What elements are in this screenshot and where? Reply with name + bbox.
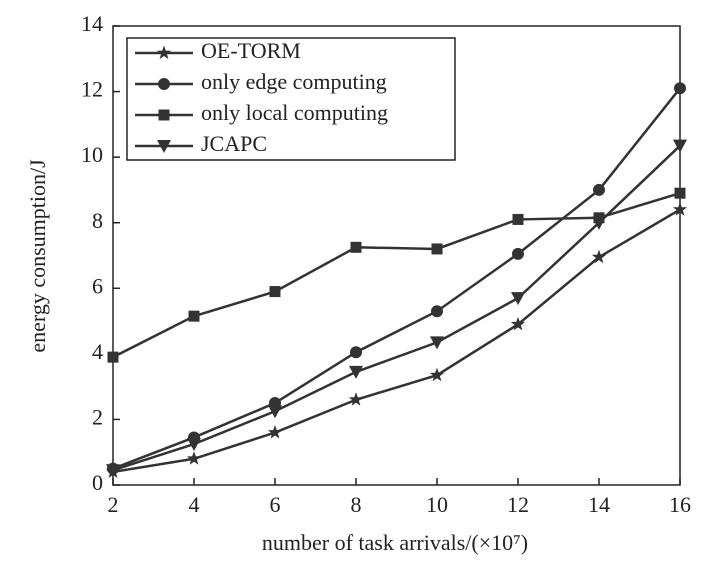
marker [431,243,443,255]
y-axis-label: energy consumption/J [25,159,50,353]
marker [267,425,283,439]
marker [673,139,687,153]
x-tick-label: 8 [351,492,362,517]
x-tick-label: 14 [588,492,610,517]
x-tick-label: 10 [426,492,448,517]
marker [592,216,606,230]
marker [186,451,202,465]
y-tick-label: 14 [81,11,103,36]
marker [350,346,362,359]
marker [158,109,170,121]
y-tick-label: 4 [92,339,103,364]
y-tick-label: 2 [92,404,103,429]
marker [350,241,362,253]
marker [107,351,119,363]
marker [591,249,607,264]
x-tick-label: 16 [669,492,691,517]
series-line [112,208,681,474]
plot-frame [112,25,681,486]
marker [269,286,281,298]
marker [511,292,525,306]
marker [512,247,524,260]
legend-label: JCAPC [201,131,267,156]
marker [510,316,526,331]
marker [106,464,120,478]
marker [157,140,171,153]
legend-label: OE-TORM [201,38,301,63]
legend-label: only local computing [201,100,388,125]
marker [348,392,364,406]
marker [674,187,686,199]
x-tick-label: 12 [507,492,529,517]
marker [158,78,170,90]
legend-label: only edge computing [201,69,387,94]
x-axis-label: number of task arrivals/(×10⁷) [262,530,528,555]
marker [593,183,605,196]
x-tick-label: 2 [108,492,119,517]
x-tick-label: 6 [270,492,281,517]
marker [512,213,524,225]
marker [429,367,445,382]
marker [268,405,282,419]
series-line [112,192,681,359]
y-tick-label: 6 [92,273,103,298]
y-tick-label: 10 [81,142,103,167]
marker [674,82,686,95]
y-tick-label: 12 [81,77,103,102]
marker [188,310,200,322]
y-tick-label: 0 [92,470,103,495]
marker [430,336,444,350]
marker [349,365,363,379]
marker [431,305,443,318]
legend-frame [126,37,456,161]
y-tick-label: 8 [92,208,103,233]
marker [672,202,688,216]
marker [156,45,172,60]
series-line [112,144,681,472]
x-tick-label: 4 [189,492,200,517]
series-line [112,87,681,470]
marker [187,438,201,452]
